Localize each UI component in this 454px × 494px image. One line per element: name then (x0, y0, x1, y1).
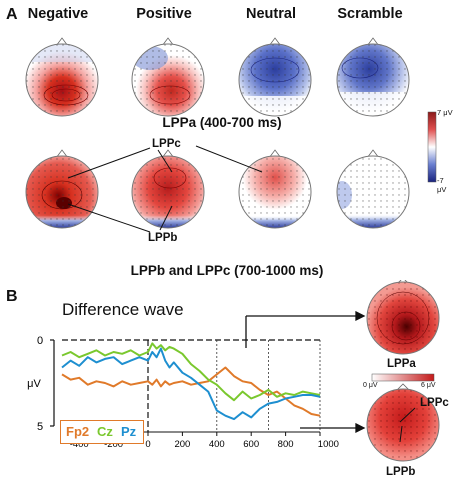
legend-pz: Pz (121, 424, 137, 439)
topomap-negative-lppbc (25, 149, 99, 229)
topomap-neutral-lppa (238, 37, 312, 117)
column-heading-negative: Negative (27, 6, 89, 22)
colorbar-b (371, 373, 435, 382)
x-tick-label: 600 (243, 439, 259, 450)
x-tick-label: 800 (278, 439, 294, 450)
x-tick-label: -400 (70, 439, 89, 450)
topomap-scramble-lppa (336, 37, 410, 117)
arrow-to-lppbc-inset (300, 422, 366, 434)
label-lppb: LPPb (148, 232, 178, 244)
panel-a-letter: A (6, 6, 18, 23)
inset-label-lppa: LPPa (387, 358, 416, 370)
x-tick-label: 200 (174, 439, 190, 450)
column-heading-scramble: Scramble (337, 6, 403, 22)
column-heading-neutral: Neutral (246, 6, 296, 22)
y-tick-label: 5 (37, 421, 43, 433)
difference-wave-chart: -400 -200 0 200 400 600 800 1000 ms 0 5 μV (27, 335, 340, 450)
colorbar-a-max-label: 7 μV (437, 108, 453, 117)
arrow-to-lppa-inset (245, 310, 366, 348)
legend-box (60, 420, 144, 444)
series-line-pz (61, 347, 321, 421)
topomap-scramble-lppbc (336, 149, 410, 229)
inset-label-lppc: LPPc (420, 397, 449, 409)
inset-topomap-lppbc (366, 383, 440, 462)
lppb-callout-lines (67, 203, 173, 233)
inset-topomap-lppa (366, 280, 440, 355)
y-tick-label: 0 (37, 335, 43, 347)
topomap-negative-lppa (25, 37, 99, 117)
colorbar-b-min-label: 0 μV (363, 382, 378, 389)
panel-b-letter: B (6, 288, 18, 305)
colorbar-a (427, 111, 437, 183)
caption-lppbc: LPPb and LPPc (700-1000 ms) (130, 263, 324, 278)
lppc-callout-lines (67, 145, 263, 179)
legend-cz: Cz (97, 424, 113, 439)
inset-label-lppb: LPPb (386, 466, 416, 478)
y-axis-label: μV (27, 378, 41, 390)
chart-title: Difference wave (62, 300, 184, 319)
x-tick-label: 400 (209, 439, 225, 450)
column-heading-positive: Positive (136, 6, 192, 22)
topomap-positive-lppbc (131, 149, 205, 229)
topomap-positive-lppa (131, 37, 205, 117)
legend-fp2: Fp2 (66, 424, 90, 439)
x-tick-label: -200 (104, 439, 123, 450)
x-tick-label: 0 (145, 439, 150, 450)
topomap-neutral-lppbc (238, 149, 312, 229)
topomap-figure (25, 37, 437, 233)
panel-b-insets (245, 280, 440, 462)
label-lppc: LPPc (152, 138, 181, 150)
caption-lppa: LPPa (400-700 ms) (162, 115, 282, 130)
series-line-cz (61, 342, 321, 402)
colorbar-a-min-label: -7 μV (437, 176, 447, 194)
x-tick-label: 1000 ms (318, 439, 340, 450)
colorbar-b-max-label: 6 μV (421, 382, 436, 389)
